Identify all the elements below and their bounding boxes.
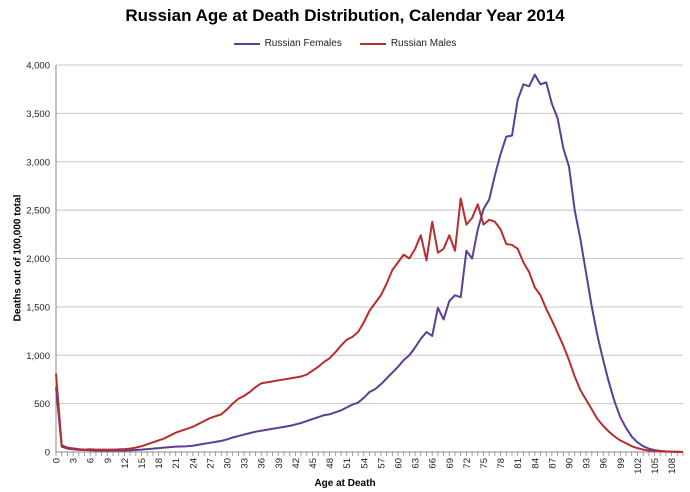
x-tick-label-9: 9 (103, 458, 114, 463)
y-tick-label-1500: 1,500 (26, 302, 50, 313)
x-tick-label-63: 63 (411, 458, 422, 469)
x-tick-label-21: 21 (171, 458, 182, 469)
legend-item-males: Russian Males (359, 38, 457, 49)
y-tick-label-0: 0 (45, 448, 50, 459)
y-tick-label-3000: 3,000 (26, 157, 50, 168)
x-tick-label-90: 90 (565, 458, 576, 469)
x-tick-label-87: 87 (547, 458, 558, 469)
x-axis-label: Age at Death (314, 478, 376, 489)
legend-swatch-males (359, 42, 386, 45)
x-tick-label-84: 84 (530, 458, 541, 469)
x-tick-label-93: 93 (582, 458, 593, 469)
x-tick-label-24: 24 (188, 458, 199, 469)
y-tick-label-2500: 2,500 (26, 206, 50, 217)
x-tick-label-69: 69 (445, 458, 456, 469)
x-tick-label-48: 48 (325, 458, 336, 469)
x-tick-label-33: 33 (240, 458, 251, 469)
y-tick-label-2000: 2,000 (26, 254, 50, 265)
x-tick-label-66: 66 (428, 458, 439, 469)
x-tick-label-78: 78 (496, 458, 507, 469)
x-tick-label-27: 27 (205, 458, 216, 469)
x-tick-label-0: 0 (52, 458, 63, 463)
legend-item-females: Russian Females (233, 38, 342, 49)
x-tick-label-42: 42 (291, 458, 302, 469)
legend: Russian Females Russian Males (0, 38, 690, 49)
x-tick-label-54: 54 (359, 458, 370, 469)
x-tick-label-57: 57 (376, 458, 387, 469)
x-tick-label-108: 108 (667, 458, 678, 474)
x-tick-label-45: 45 (308, 458, 319, 469)
x-tick-label-75: 75 (479, 458, 490, 469)
legend-label-females: Russian Females (264, 38, 342, 49)
x-tick-label-12: 12 (120, 458, 131, 469)
y-tick-label-3500: 3,500 (26, 109, 50, 120)
x-tick-label-30: 30 (223, 458, 234, 469)
y-tick-label-1000: 1,000 (26, 351, 50, 362)
x-tick-label-3: 3 (69, 458, 80, 463)
x-tick-label-105: 105 (650, 458, 661, 474)
series-line-russian-females (55, 73, 684, 453)
x-tick-label-60: 60 (394, 458, 405, 469)
legend-label-males: Russian Males (390, 38, 457, 49)
x-tick-label-96: 96 (599, 458, 610, 469)
x-tick-label-72: 72 (462, 458, 473, 469)
x-tick-label-15: 15 (137, 458, 148, 469)
x-tick-label-6: 6 (86, 458, 97, 463)
x-tick-label-81: 81 (513, 458, 524, 469)
x-tick-label-39: 39 (274, 458, 285, 469)
y-tick-label-500: 500 (34, 399, 50, 410)
x-tick-label-51: 51 (342, 458, 353, 469)
legend-swatch-females (233, 42, 260, 45)
series-line-russian-males (55, 197, 684, 453)
y-tick-label-4000: 4,000 (26, 61, 50, 72)
x-tick-label-99: 99 (616, 458, 627, 469)
chart-title: Russian Age at Death Distribution, Calen… (125, 6, 565, 25)
x-tick-label-102: 102 (633, 458, 644, 474)
x-tick-label-18: 18 (154, 458, 165, 469)
x-tick-label-36: 36 (257, 458, 268, 469)
